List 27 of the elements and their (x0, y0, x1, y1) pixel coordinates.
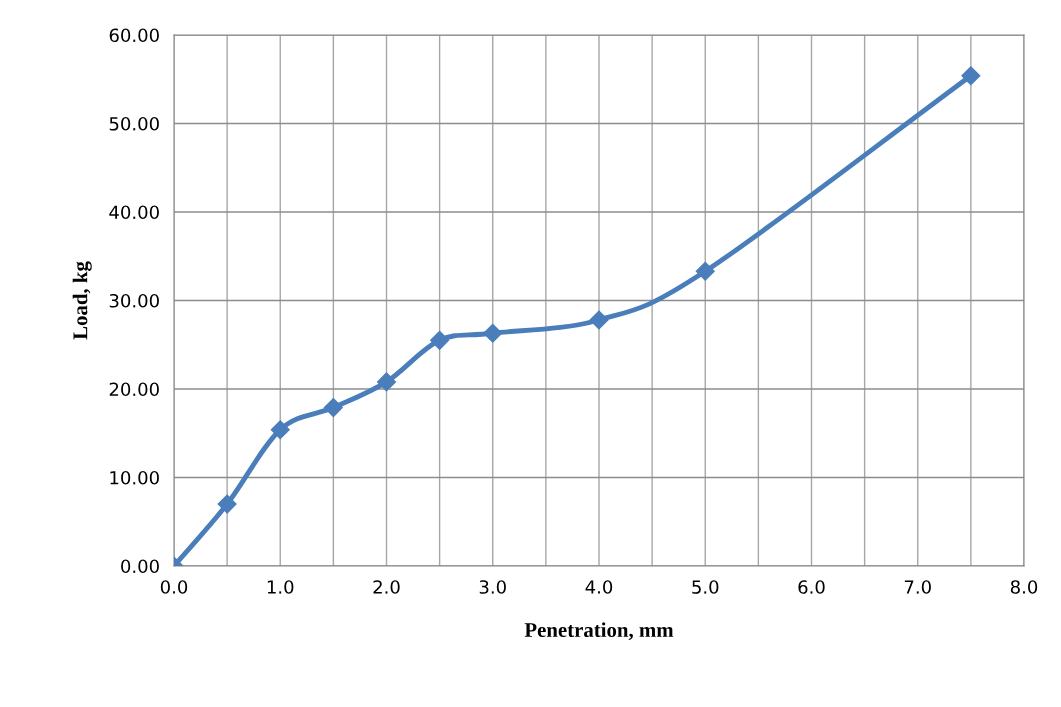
y-tick-label: 0.00 (121, 559, 159, 574)
point (483, 323, 503, 343)
point (961, 66, 981, 86)
point (217, 494, 237, 514)
y-tick-label: 60.00 (109, 28, 159, 43)
point (589, 310, 609, 330)
x-tick-label: 0.0 (160, 580, 188, 594)
y-tick-label: 30.00 (109, 293, 159, 308)
x-tick-label: 2.0 (373, 580, 400, 594)
point (323, 398, 343, 418)
x-tick-label: 8.0 (1010, 580, 1038, 594)
x-tick-label: 5.0 (692, 580, 719, 594)
y-tick-label: 20.00 (109, 382, 159, 397)
point (376, 372, 397, 392)
x-tick-label: 6.0 (798, 580, 825, 594)
y-tick-label: 40.00 (109, 205, 159, 220)
x-axis-title: Penetration, mm (524, 622, 674, 641)
y-tick-label: 50.00 (109, 116, 159, 131)
x-tick-label: 1.0 (267, 580, 294, 594)
y-axis-title: Load, kg (72, 261, 92, 340)
y-tick-label: 10.00 (110, 470, 159, 485)
point (430, 330, 450, 350)
x-tick-label: 7.0 (904, 580, 931, 594)
x-tick-label: 4.0 (585, 580, 613, 594)
point (270, 420, 290, 440)
point (695, 261, 715, 281)
x-tick-label: 3.0 (479, 580, 506, 594)
